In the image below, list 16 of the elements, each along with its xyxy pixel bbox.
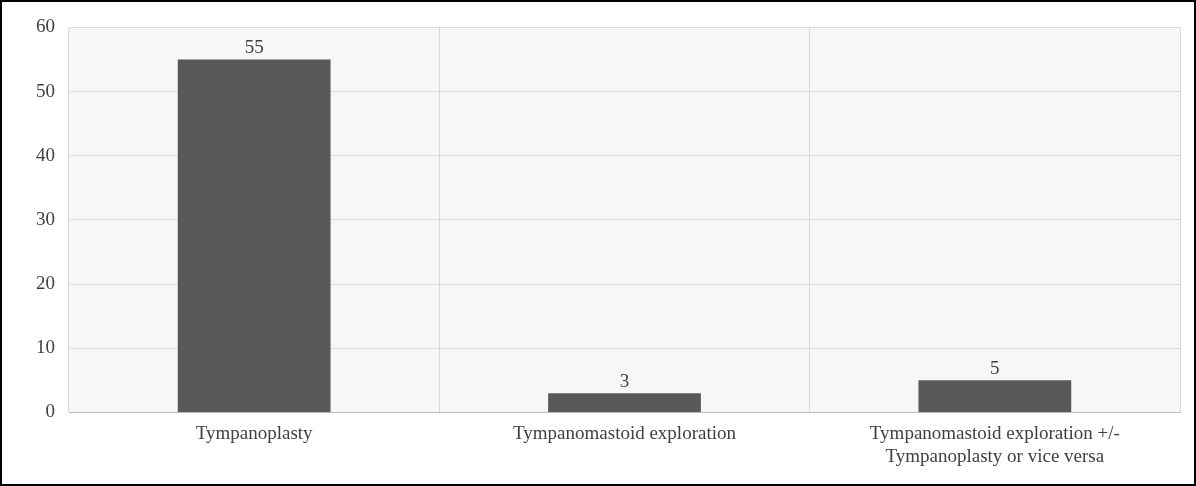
y-tick-label: 60 xyxy=(36,15,55,37)
data-label: 3 xyxy=(619,369,630,391)
y-tick-label: 20 xyxy=(36,272,55,294)
y-tick-label: 50 xyxy=(36,79,55,101)
data-label: 55 xyxy=(244,35,264,57)
y-tick-label: 0 xyxy=(45,400,55,422)
x-tick-label: Tympanomastoid exploration +/- Tympanoplasty or vice versa xyxy=(869,421,1120,466)
x-tick-label: Tympanomastoid exploration xyxy=(513,421,737,443)
bar xyxy=(548,393,701,412)
x-tick-label: Tympanoplasty xyxy=(195,421,314,443)
bar xyxy=(177,59,331,412)
bar xyxy=(918,380,1072,412)
y-tick-label: 40 xyxy=(36,143,55,165)
y-tick-label: 10 xyxy=(36,336,55,358)
data-label: 5 xyxy=(990,356,1000,378)
y-tick-label: 30 xyxy=(36,207,55,229)
